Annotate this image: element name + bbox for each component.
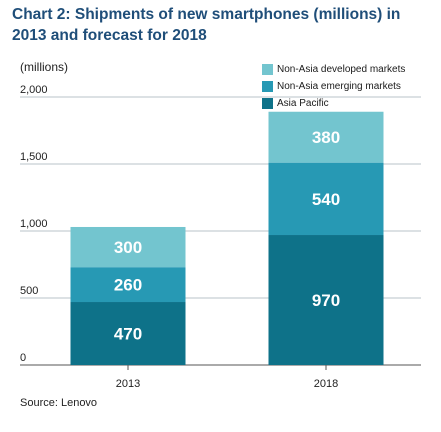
y-tick-label: 500 — [20, 285, 38, 297]
source-note: Source: Lenovo — [20, 397, 98, 409]
legend-item: Non-Asia developed markets — [262, 61, 405, 77]
legend-label: Asia Pacific — [277, 97, 329, 109]
y-tick-label: 1,500 — [20, 151, 48, 163]
data-label: 540 — [312, 190, 340, 209]
y-tick-label: 1,000 — [20, 218, 48, 230]
data-label: 300 — [114, 238, 142, 257]
data-label: 470 — [114, 325, 142, 344]
bar-segment — [70, 267, 186, 303]
data-label: 260 — [114, 276, 142, 295]
bar-segment — [268, 111, 384, 163]
legend: Non-Asia developed markets Non-Asia emerg… — [262, 61, 405, 112]
bar-segment — [70, 302, 186, 365]
x-tick-label: 2013 — [116, 378, 140, 390]
y-tick-label: 2,000 — [20, 84, 48, 96]
legend-item: Asia Pacific — [262, 95, 405, 111]
y-tick-label: 0 — [20, 352, 26, 364]
y-axis-unit-label: (millions) — [20, 60, 68, 74]
bar-segment — [70, 226, 186, 268]
legend-label: Non-Asia developed markets — [277, 63, 406, 75]
data-label: 380 — [312, 128, 340, 147]
bar-segment — [268, 162, 384, 236]
legend-label: Non-Asia emerging markets — [277, 80, 401, 92]
bar-segment — [268, 235, 384, 365]
data-label: 970 — [312, 291, 340, 310]
legend-swatch — [262, 97, 273, 109]
chart-title: Chart 2: Shipments of new smartphones (m… — [12, 6, 401, 44]
legend-swatch — [262, 63, 273, 75]
legend-swatch — [262, 80, 273, 92]
x-tick-label: 2018 — [314, 378, 338, 390]
legend-item: Non-Asia emerging markets — [262, 78, 405, 94]
